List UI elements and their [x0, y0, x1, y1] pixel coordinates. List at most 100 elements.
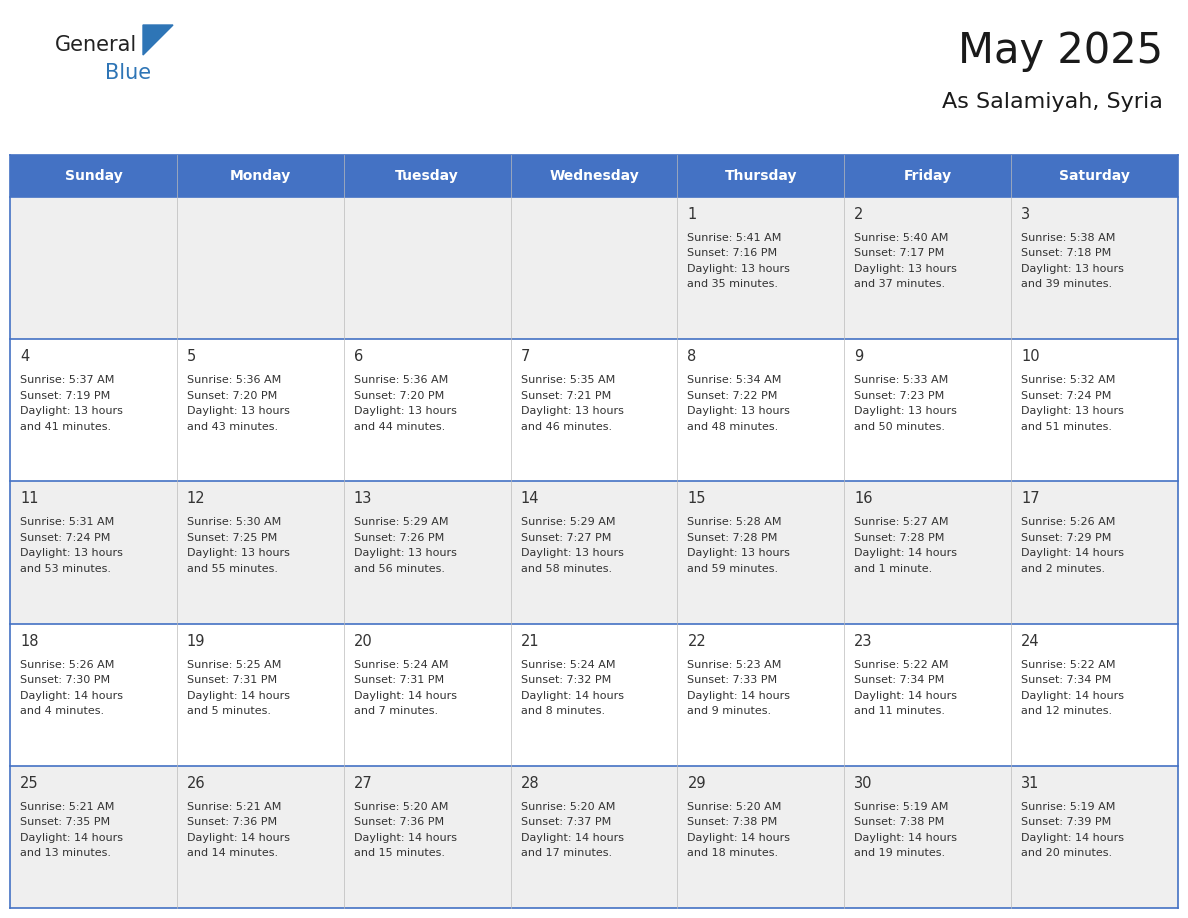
Bar	[343, 481, 511, 623]
Bar	[677, 481, 845, 623]
Bar	[677, 339, 845, 481]
Text: Sunset: 7:39 PM: Sunset: 7:39 PM	[1022, 817, 1112, 827]
Text: Sunrise: 5:41 AM: Sunrise: 5:41 AM	[688, 233, 782, 243]
Text: Sunset: 7:21 PM: Sunset: 7:21 PM	[520, 391, 611, 400]
Text: and 37 minutes.: and 37 minutes.	[854, 279, 946, 289]
Bar	[177, 623, 343, 766]
Text: and 7 minutes.: and 7 minutes.	[354, 706, 438, 716]
Text: Sunset: 7:26 PM: Sunset: 7:26 PM	[354, 533, 444, 543]
Text: Sunrise: 5:21 AM: Sunrise: 5:21 AM	[20, 801, 114, 812]
Text: Daylight: 13 hours: Daylight: 13 hours	[854, 406, 958, 416]
Text: May 2025: May 2025	[958, 30, 1163, 72]
Text: and 53 minutes.: and 53 minutes.	[20, 564, 110, 574]
Text: 22: 22	[688, 633, 706, 649]
Bar	[1011, 481, 1178, 623]
Text: Daylight: 14 hours: Daylight: 14 hours	[688, 690, 790, 700]
Text: Sunset: 7:37 PM: Sunset: 7:37 PM	[520, 817, 611, 827]
Bar	[511, 481, 677, 623]
Bar	[177, 339, 343, 481]
Text: Daylight: 14 hours: Daylight: 14 hours	[520, 833, 624, 843]
Text: 21: 21	[520, 633, 539, 649]
Text: Sunset: 7:19 PM: Sunset: 7:19 PM	[20, 391, 110, 400]
Bar	[677, 155, 845, 197]
Text: Sunrise: 5:20 AM: Sunrise: 5:20 AM	[688, 801, 782, 812]
Text: Sunrise: 5:20 AM: Sunrise: 5:20 AM	[520, 801, 615, 812]
Text: 27: 27	[354, 776, 373, 790]
Bar	[1011, 155, 1178, 197]
Text: Friday: Friday	[904, 169, 952, 183]
Text: Sunset: 7:38 PM: Sunset: 7:38 PM	[688, 817, 778, 827]
Text: Sunset: 7:31 PM: Sunset: 7:31 PM	[354, 675, 444, 685]
Bar	[511, 339, 677, 481]
Text: and 13 minutes.: and 13 minutes.	[20, 848, 110, 858]
Text: Sunrise: 5:31 AM: Sunrise: 5:31 AM	[20, 518, 114, 528]
Bar	[1011, 623, 1178, 766]
Text: and 18 minutes.: and 18 minutes.	[688, 848, 778, 858]
Text: Thursday: Thursday	[725, 169, 797, 183]
Bar	[677, 766, 845, 908]
Text: Sunrise: 5:23 AM: Sunrise: 5:23 AM	[688, 660, 782, 669]
Text: 12: 12	[187, 491, 206, 507]
Text: 8: 8	[688, 349, 696, 364]
Text: Sunrise: 5:29 AM: Sunrise: 5:29 AM	[354, 518, 448, 528]
Text: Sunset: 7:34 PM: Sunset: 7:34 PM	[1022, 675, 1112, 685]
Bar	[177, 481, 343, 623]
Text: Sunset: 7:23 PM: Sunset: 7:23 PM	[854, 391, 944, 400]
Bar	[511, 623, 677, 766]
Text: Wednesday: Wednesday	[549, 169, 639, 183]
Text: and 19 minutes.: and 19 minutes.	[854, 848, 946, 858]
Text: 30: 30	[854, 776, 873, 790]
Text: Sunrise: 5:35 AM: Sunrise: 5:35 AM	[520, 375, 615, 386]
Text: and 8 minutes.: and 8 minutes.	[520, 706, 605, 716]
Text: Daylight: 13 hours: Daylight: 13 hours	[20, 406, 122, 416]
Text: and 5 minutes.: and 5 minutes.	[187, 706, 271, 716]
Bar	[177, 155, 343, 197]
Text: Sunrise: 5:30 AM: Sunrise: 5:30 AM	[187, 518, 282, 528]
Text: and 17 minutes.: and 17 minutes.	[520, 848, 612, 858]
Text: Sunrise: 5:20 AM: Sunrise: 5:20 AM	[354, 801, 448, 812]
Text: Sunset: 7:34 PM: Sunset: 7:34 PM	[854, 675, 944, 685]
Text: 20: 20	[354, 633, 373, 649]
Text: 14: 14	[520, 491, 539, 507]
Text: Sunset: 7:31 PM: Sunset: 7:31 PM	[187, 675, 277, 685]
Text: 7: 7	[520, 349, 530, 364]
Bar	[845, 197, 1011, 339]
Text: Sunrise: 5:27 AM: Sunrise: 5:27 AM	[854, 518, 949, 528]
Text: and 50 minutes.: and 50 minutes.	[854, 421, 946, 431]
Text: Sunset: 7:17 PM: Sunset: 7:17 PM	[854, 249, 944, 259]
Bar	[177, 197, 343, 339]
Text: and 44 minutes.: and 44 minutes.	[354, 421, 446, 431]
Text: Daylight: 14 hours: Daylight: 14 hours	[1022, 833, 1124, 843]
Text: Sunrise: 5:21 AM: Sunrise: 5:21 AM	[187, 801, 282, 812]
Bar	[845, 481, 1011, 623]
Text: 31: 31	[1022, 776, 1040, 790]
Text: Daylight: 14 hours: Daylight: 14 hours	[854, 690, 958, 700]
Text: Daylight: 13 hours: Daylight: 13 hours	[1022, 406, 1124, 416]
Text: Sunset: 7:36 PM: Sunset: 7:36 PM	[187, 817, 277, 827]
Text: 28: 28	[520, 776, 539, 790]
Bar	[511, 197, 677, 339]
Text: Daylight: 14 hours: Daylight: 14 hours	[1022, 548, 1124, 558]
Text: Tuesday: Tuesday	[396, 169, 459, 183]
Text: and 46 minutes.: and 46 minutes.	[520, 421, 612, 431]
Text: Sunrise: 5:22 AM: Sunrise: 5:22 AM	[1022, 660, 1116, 669]
Text: Sunrise: 5:24 AM: Sunrise: 5:24 AM	[354, 660, 448, 669]
Text: Sunrise: 5:29 AM: Sunrise: 5:29 AM	[520, 518, 615, 528]
Text: and 56 minutes.: and 56 minutes.	[354, 564, 444, 574]
Text: Daylight: 13 hours: Daylight: 13 hours	[187, 406, 290, 416]
Text: and 2 minutes.: and 2 minutes.	[1022, 564, 1105, 574]
Text: Daylight: 14 hours: Daylight: 14 hours	[187, 833, 290, 843]
Text: Daylight: 14 hours: Daylight: 14 hours	[20, 690, 124, 700]
Text: 5: 5	[187, 349, 196, 364]
Text: Daylight: 14 hours: Daylight: 14 hours	[854, 833, 958, 843]
Text: and 48 minutes.: and 48 minutes.	[688, 421, 778, 431]
Text: Daylight: 14 hours: Daylight: 14 hours	[20, 833, 124, 843]
Text: Sunrise: 5:19 AM: Sunrise: 5:19 AM	[1022, 801, 1116, 812]
Text: and 58 minutes.: and 58 minutes.	[520, 564, 612, 574]
Text: 18: 18	[20, 633, 38, 649]
Text: Sunrise: 5:40 AM: Sunrise: 5:40 AM	[854, 233, 949, 243]
Bar	[343, 197, 511, 339]
Bar	[677, 197, 845, 339]
Bar	[10, 339, 177, 481]
Bar	[1011, 766, 1178, 908]
